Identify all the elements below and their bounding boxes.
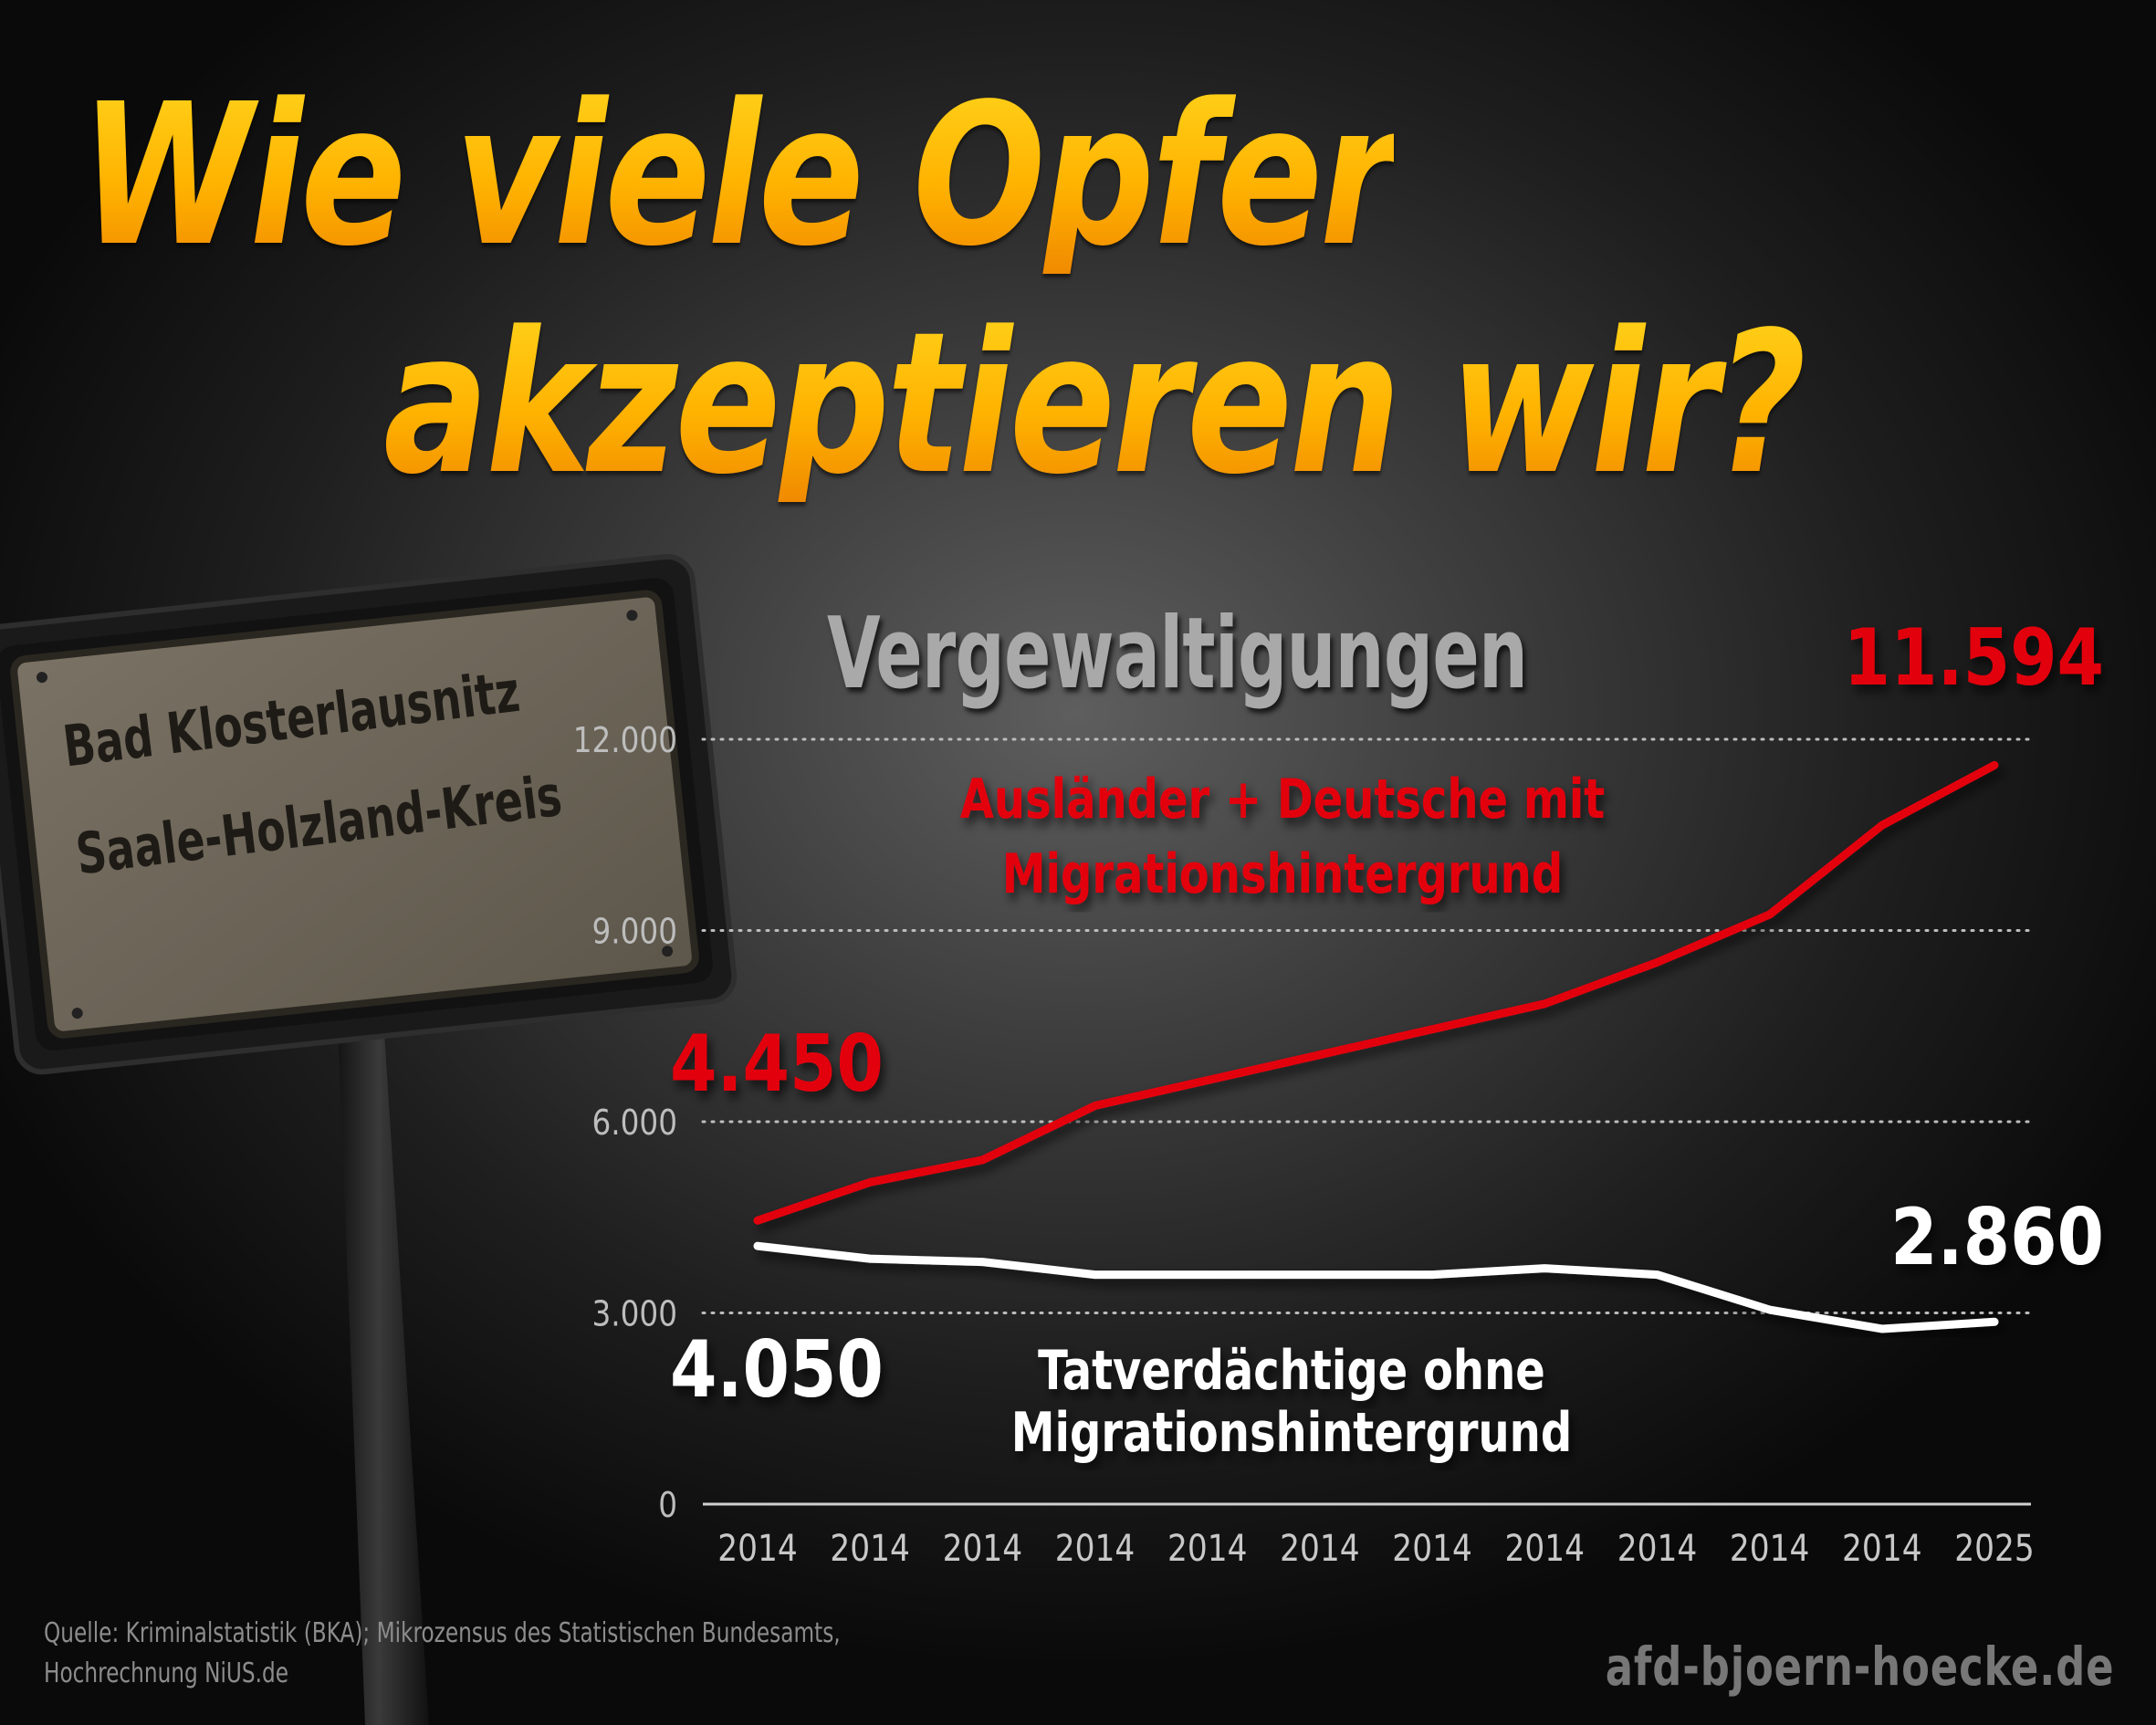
x-tick-label: 2014 xyxy=(943,1526,1023,1569)
brand-url: afd-bjoern-hoecke.de xyxy=(1605,1636,2114,1698)
start-value-label: 4.050 xyxy=(670,1324,884,1416)
chart-title: Vergewaltigungen xyxy=(827,597,1528,711)
x-tick-label: 2014 xyxy=(717,1526,798,1569)
y-tick-label: 3.000 xyxy=(591,1294,677,1334)
source-note: Quelle: Kriminalstatistik (BKA); Mikroze… xyxy=(44,1614,841,1694)
y-tick-label: 6.000 xyxy=(591,1103,677,1144)
y-tick-label: 12.000 xyxy=(573,721,677,761)
end-value-label: 11.594 xyxy=(1844,612,2104,704)
x-tick-label: 2014 xyxy=(1392,1526,1472,1569)
y-tick-label: 0 xyxy=(658,1486,677,1526)
sign-pole xyxy=(338,1019,429,1725)
x-tick-label: 2014 xyxy=(1730,1526,1810,1569)
x-tick-label: 2014 xyxy=(1055,1526,1136,1569)
series-line-migration xyxy=(753,760,1999,1225)
x-tick-label: 2014 xyxy=(1505,1526,1586,1569)
sign-plate xyxy=(10,590,699,1039)
x-tick-label: 2014 xyxy=(1617,1526,1698,1569)
y-tick-label: 9.000 xyxy=(591,912,677,952)
town-sign xyxy=(0,553,738,1725)
series-line-without-migration xyxy=(753,1241,1999,1333)
start-value-label: 4.450 xyxy=(670,1019,884,1110)
headline-line-2: akzeptieren wir? xyxy=(383,290,1806,518)
x-tick-label: 2014 xyxy=(830,1526,910,1569)
x-tick-label: 2014 xyxy=(1280,1526,1360,1569)
source-line-1: Quelle: Kriminalstatistik (BKA); Mikroze… xyxy=(44,1617,841,1649)
end-value-label: 2.860 xyxy=(1890,1192,2104,1283)
legend-label-migration: Migrationshintergrund xyxy=(1002,842,1563,906)
headline-line-1: Wie viele Opfer xyxy=(80,62,1397,289)
source-line-2: Hochrechnung NiUS.de xyxy=(44,1657,289,1689)
legend-label-without-migration: Tatverdächtige ohne xyxy=(1038,1339,1545,1403)
x-tick-label: 2014 xyxy=(1842,1526,1922,1569)
x-tick-label: 2014 xyxy=(1167,1526,1248,1569)
legend-label-migration: Ausländer + Deutsche mit xyxy=(960,768,1605,831)
x-tick-label: 2025 xyxy=(1954,1526,2035,1569)
legend-label-without-migration: Migrationshintergrund xyxy=(1011,1401,1572,1465)
